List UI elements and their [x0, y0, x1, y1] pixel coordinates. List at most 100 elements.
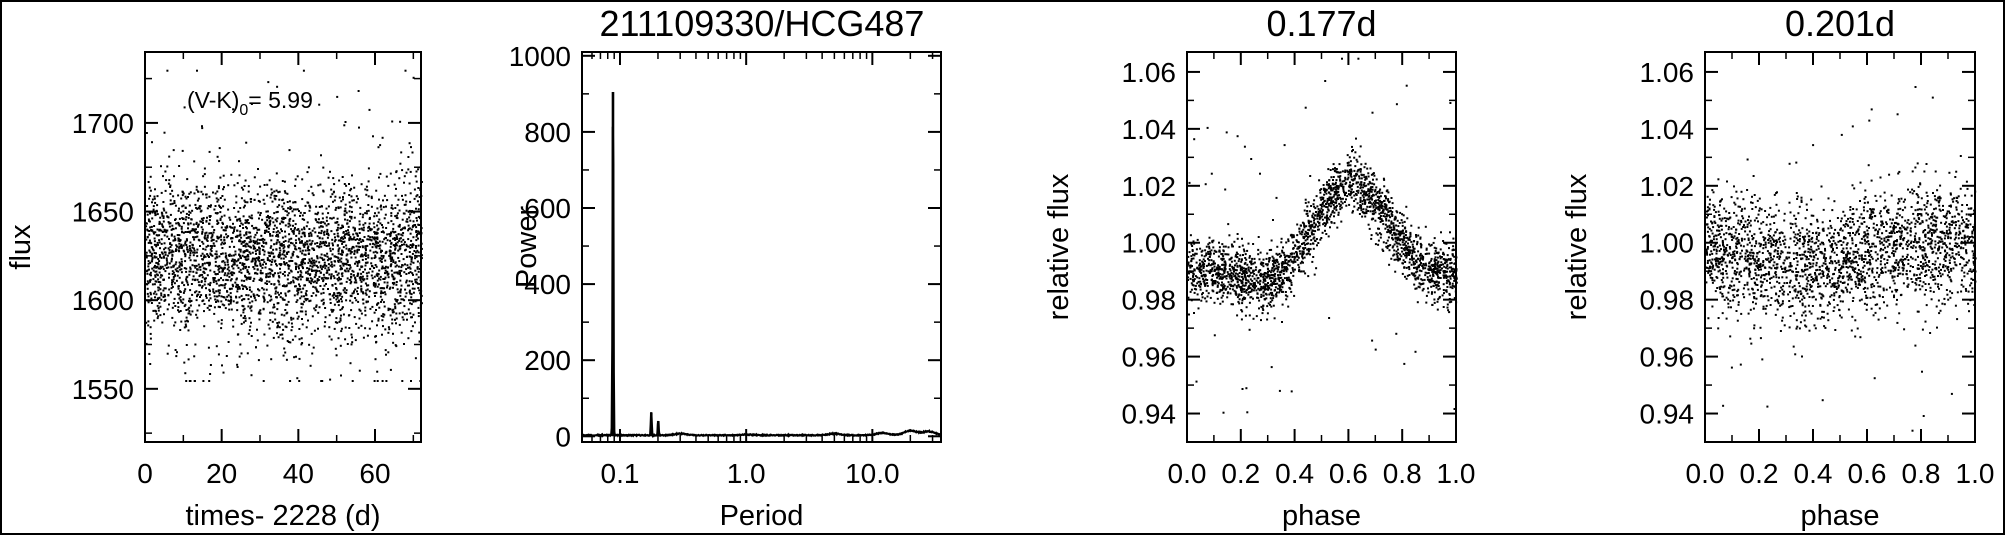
data-point	[1409, 233, 1412, 236]
data-point	[165, 179, 168, 182]
data-point	[1204, 275, 1206, 278]
data-point	[1266, 263, 1269, 266]
data-point	[325, 283, 327, 285]
data-point	[399, 245, 402, 248]
data-point	[185, 278, 188, 281]
data-point	[1358, 155, 1361, 158]
data-point	[232, 108, 235, 111]
data-point	[204, 280, 207, 283]
data-point	[1250, 260, 1253, 263]
data-point	[384, 236, 387, 239]
data-point	[146, 280, 149, 283]
data-point	[1401, 224, 1404, 227]
data-point	[407, 224, 410, 227]
data-point	[228, 216, 231, 219]
data-point	[250, 374, 253, 377]
data-point	[201, 127, 204, 130]
data-point	[252, 266, 255, 268]
data-point	[1450, 261, 1453, 264]
data-point	[1240, 294, 1243, 297]
data-point	[408, 280, 411, 283]
data-point	[1431, 279, 1434, 282]
data-point	[175, 248, 178, 251]
data-point	[1268, 270, 1271, 272]
data-point	[1244, 314, 1247, 317]
data-point	[360, 324, 363, 327]
data-point	[352, 291, 355, 294]
data-point	[207, 283, 210, 286]
data-point	[407, 156, 410, 158]
data-point	[345, 244, 348, 247]
data-point	[192, 229, 195, 232]
data-point	[1348, 203, 1351, 206]
data-point	[208, 288, 211, 291]
data-point	[234, 215, 237, 218]
data-point	[1379, 236, 1382, 239]
data-point	[276, 205, 279, 208]
data-point	[239, 261, 242, 264]
data-point	[302, 258, 305, 261]
data-point	[291, 242, 294, 245]
data-point	[297, 256, 300, 259]
data-point	[389, 235, 392, 238]
data-point	[162, 220, 165, 223]
data-point	[277, 279, 280, 282]
data-point	[313, 259, 316, 262]
data-point	[333, 199, 336, 202]
data-point	[361, 255, 364, 258]
data-point	[1232, 285, 1235, 288]
data-point	[277, 280, 280, 283]
data-point	[369, 238, 372, 241]
data-point	[172, 250, 175, 253]
data-point	[215, 273, 218, 276]
data-point	[1349, 181, 1351, 184]
data-point	[1436, 269, 1439, 272]
data-point	[189, 304, 192, 307]
data-point	[274, 292, 277, 295]
data-point	[398, 177, 401, 180]
data-point	[154, 275, 157, 278]
data-point	[1386, 231, 1389, 234]
data-point	[407, 272, 410, 275]
data-point	[1421, 265, 1424, 267]
data-point	[221, 260, 224, 263]
data-point	[263, 292, 266, 295]
data-point	[159, 283, 162, 286]
data-point	[170, 287, 173, 290]
data-point	[1227, 273, 1230, 276]
data-point	[1295, 239, 1298, 242]
data-point	[1199, 265, 1202, 268]
data-point	[330, 263, 333, 266]
data-point	[1193, 287, 1196, 290]
data-point	[346, 261, 349, 264]
data-point	[328, 326, 331, 329]
data-point	[223, 286, 226, 289]
data-point	[179, 329, 182, 331]
data-point	[381, 319, 384, 322]
data-point	[1200, 265, 1203, 268]
data-point	[369, 216, 371, 219]
data-point	[227, 341, 230, 343]
data-point	[381, 226, 384, 229]
data-point	[147, 181, 150, 183]
data-point	[1413, 283, 1416, 286]
data-point	[209, 248, 212, 251]
data-point	[226, 225, 229, 228]
data-point	[1323, 222, 1326, 225]
data-point	[417, 230, 420, 233]
data-point	[282, 354, 285, 357]
data-point	[380, 261, 383, 263]
data-point	[1260, 263, 1263, 266]
data-point	[349, 294, 352, 297]
data-point	[386, 270, 389, 273]
data-point	[384, 276, 387, 279]
data-point	[149, 280, 152, 283]
data-point	[283, 202, 286, 205]
data-point	[1260, 305, 1263, 308]
data-point	[394, 230, 397, 233]
data-point	[246, 269, 249, 272]
data-point	[153, 252, 156, 254]
data-point	[1419, 263, 1422, 266]
data-point	[180, 320, 183, 323]
data-point	[1238, 272, 1241, 274]
